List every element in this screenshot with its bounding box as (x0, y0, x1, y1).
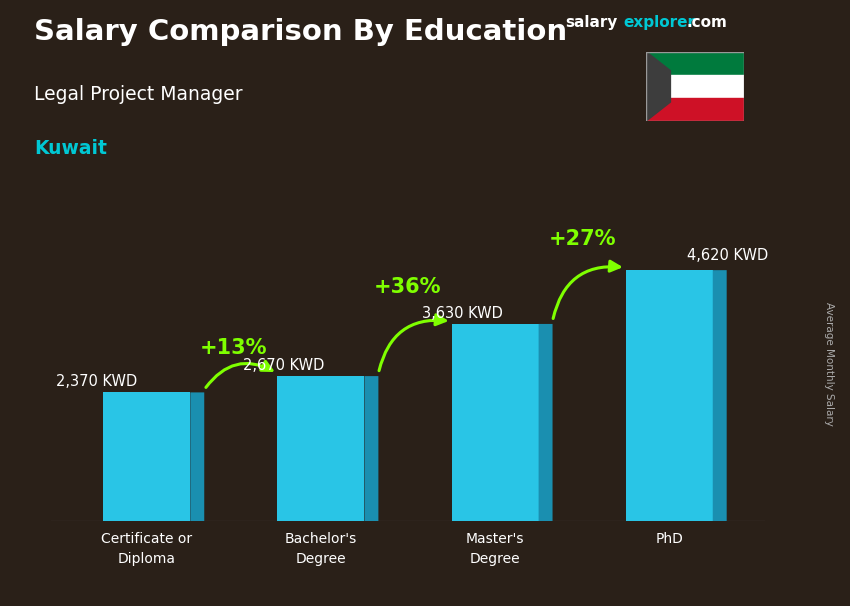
Text: salary: salary (565, 15, 618, 30)
FancyBboxPatch shape (277, 376, 365, 521)
Text: explorer: explorer (623, 15, 695, 30)
Text: 4,620 KWD: 4,620 KWD (687, 247, 768, 262)
Text: Kuwait: Kuwait (34, 139, 107, 158)
Text: 2,670 KWD: 2,670 KWD (242, 358, 324, 373)
Polygon shape (646, 52, 671, 121)
Polygon shape (190, 393, 204, 521)
Polygon shape (713, 270, 727, 521)
Bar (646, 98, 744, 121)
Text: Salary Comparison By Education: Salary Comparison By Education (34, 18, 567, 46)
Text: +36%: +36% (374, 277, 442, 297)
Text: 2,370 KWD: 2,370 KWD (56, 374, 138, 389)
Text: Legal Project Manager: Legal Project Manager (34, 85, 242, 104)
Text: .com: .com (687, 15, 728, 30)
FancyBboxPatch shape (451, 324, 539, 521)
Text: +27%: +27% (548, 229, 616, 249)
FancyBboxPatch shape (626, 270, 713, 521)
Text: 3,630 KWD: 3,630 KWD (422, 305, 503, 321)
Bar (646, 75, 744, 98)
Text: +13%: +13% (200, 338, 268, 358)
FancyBboxPatch shape (103, 393, 190, 521)
Text: Average Monthly Salary: Average Monthly Salary (824, 302, 834, 425)
Bar (646, 52, 744, 75)
Polygon shape (539, 324, 552, 521)
Polygon shape (365, 376, 378, 521)
